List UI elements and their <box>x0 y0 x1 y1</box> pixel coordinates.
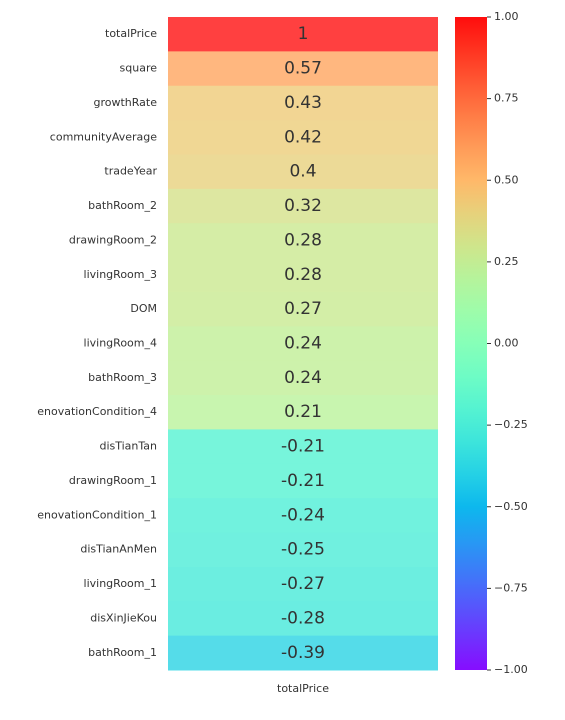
row-label: tradeYear <box>104 165 157 178</box>
heatmap-cell <box>168 360 438 396</box>
cell-label: 0.42 <box>284 127 322 147</box>
row-label: square <box>120 62 158 75</box>
row-label: bathRoom_2 <box>88 199 157 212</box>
cell-label: 1 <box>298 24 309 44</box>
row-label: livingRoom_4 <box>84 337 157 350</box>
heatmap-cell <box>168 223 438 259</box>
heatmap-cell <box>168 291 438 327</box>
colorbar-tick-label: 1.00 <box>494 10 519 23</box>
heatmap-cell <box>168 85 438 121</box>
heatmap-cell <box>168 635 438 671</box>
cell-label: 0.57 <box>284 59 322 79</box>
row-label: communityAverage <box>50 130 157 143</box>
cell-label: 0.28 <box>284 230 322 250</box>
colorbar-tick-label: −0.25 <box>494 418 528 431</box>
heatmap-cell <box>168 429 438 465</box>
colorbar-tick-label: −0.75 <box>494 581 528 594</box>
cell-label: 0.43 <box>284 93 322 113</box>
heatmap-cell <box>168 532 438 568</box>
cell-label: 0.21 <box>284 402 322 422</box>
heatmap-cell <box>168 463 438 499</box>
cell-label: 0.4 <box>289 162 316 182</box>
row-label: disTianTan <box>99 440 157 453</box>
heatmap-cell <box>168 154 438 190</box>
row-label: drawingRoom_1 <box>69 474 157 487</box>
row-label: drawingRoom_2 <box>69 233 157 246</box>
cell-label: 0.27 <box>284 299 322 319</box>
colorbar-tick-label: 0.75 <box>494 92 519 105</box>
row-label: livingRoom_3 <box>84 268 157 281</box>
heatmap-cell <box>168 51 438 87</box>
heatmap-cell <box>168 188 438 224</box>
row-label: growthRate <box>94 96 158 109</box>
colorbar <box>455 17 487 670</box>
row-label: enovationCondition_4 <box>37 405 157 418</box>
row-label: totalPrice <box>105 27 157 40</box>
heatmap-cell <box>168 498 438 534</box>
column-label: totalPrice <box>277 682 329 695</box>
heatmap-cell <box>168 17 438 52</box>
cell-label: 0.24 <box>284 368 322 388</box>
heatmap-cell <box>168 257 438 293</box>
row-label: disXinJieKou <box>90 611 157 624</box>
row-label: disTianAnMen <box>80 543 157 556</box>
heatmap-cell <box>168 326 438 362</box>
heatmap-cell <box>168 395 438 430</box>
colorbar-tick-label: −0.50 <box>494 500 528 513</box>
colorbar-tick-label: 0.50 <box>494 173 519 186</box>
cell-label: -0.21 <box>281 437 325 457</box>
row-label: bathRoom_3 <box>88 371 157 384</box>
colorbar-tick-label: −1.00 <box>494 663 528 676</box>
cell-label: 0.32 <box>284 196 322 216</box>
cell-label: -0.21 <box>281 471 325 491</box>
cell-label: 0.28 <box>284 265 322 285</box>
heatmap-cell <box>168 601 438 637</box>
row-label: DOM <box>130 302 157 315</box>
row-label: enovationCondition_1 <box>37 508 157 521</box>
heatmap-cell <box>168 566 438 602</box>
cell-label: -0.28 <box>281 608 325 628</box>
cell-label: -0.25 <box>281 540 325 560</box>
cell-label: -0.39 <box>281 643 325 663</box>
heatmap-cell <box>168 120 438 155</box>
cell-label: -0.24 <box>281 505 325 525</box>
colorbar-tick-label: 0.00 <box>494 337 519 350</box>
cell-label: -0.27 <box>281 574 325 594</box>
colorbar-tick-label: 0.25 <box>494 255 519 268</box>
cell-label: 0.24 <box>284 334 322 354</box>
row-label: bathRoom_1 <box>88 646 157 659</box>
row-label: livingRoom_1 <box>84 577 157 590</box>
